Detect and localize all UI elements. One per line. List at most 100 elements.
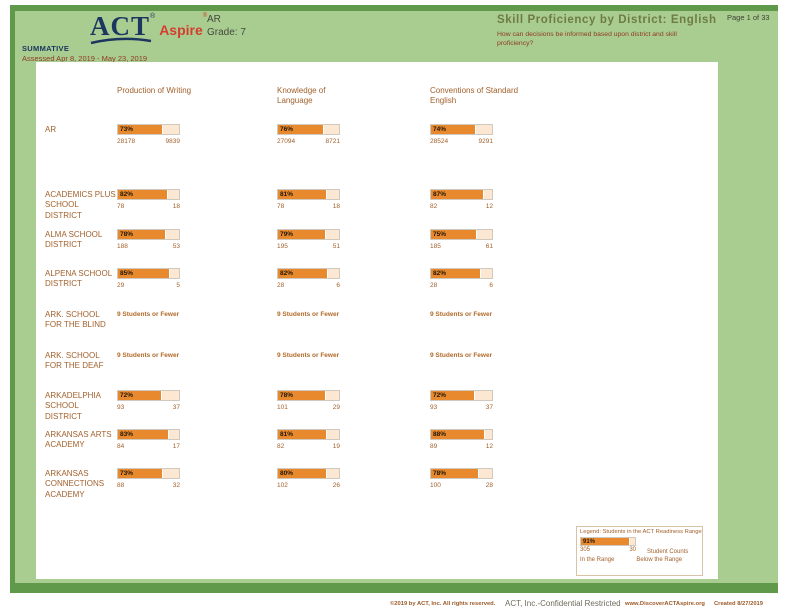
legend-range-labels: In the Range Below the Range	[580, 557, 699, 563]
legend-in-range-label: In the Range	[580, 557, 615, 563]
proficiency-bar-fill	[278, 269, 329, 278]
proficiency-bar-fill	[431, 269, 482, 278]
student-counts-row: 28 6	[277, 282, 340, 289]
student-counts-row: 82 12	[430, 203, 493, 210]
proficiency-bar-fill	[431, 430, 485, 439]
proficiency-bar-fill	[278, 391, 326, 400]
proficiency-bar: 82%	[277, 268, 340, 279]
student-counts-row: 82 19	[277, 443, 340, 450]
in-range-count: 78	[277, 203, 285, 210]
district-row: ARKANSAS ARTS ACADEMY 83% 84 17 81% 82 19 88% 89…	[45, 429, 695, 475]
percent-label: 88%	[433, 431, 447, 438]
aspire-logo-text: Aspire	[159, 22, 203, 38]
below-range-count: 18	[172, 203, 180, 210]
proficiency-bar: 78%	[430, 468, 493, 479]
district-name: ARK. SCHOOL FOR THE BLIND	[45, 310, 106, 330]
skill-cell: 72% 93 37	[430, 390, 493, 411]
student-counts-row: 93 37	[430, 404, 493, 411]
act-aspire-logo: ACT®Aspire®	[90, 13, 250, 53]
percent-label: 76%	[280, 126, 294, 133]
act-logo-text: ACT	[90, 11, 151, 41]
proficiency-bar: 72%	[430, 390, 493, 401]
below-range-count: 28	[485, 482, 493, 489]
skill-cell: 78% 101 29	[277, 390, 340, 411]
student-counts-row: 93 37	[117, 404, 180, 411]
proficiency-bar-fill	[118, 125, 163, 134]
district-row: AR 73% 28178 9839 76% 27094 8721 74% 28524 9291	[45, 124, 695, 170]
in-range-count: 28	[430, 282, 438, 289]
skill-cell: 83% 84 17	[117, 429, 180, 450]
footer-created-date: Created 8/27/2019	[714, 601, 763, 607]
in-range-count: 195	[277, 243, 288, 250]
proficiency-bar: 72%	[117, 390, 180, 401]
below-range-count: 29	[332, 404, 340, 411]
student-counts-row: 27094 8721	[277, 138, 340, 145]
district-name: ALPENA SCHOOL DISTRICT	[45, 269, 112, 289]
student-counts-row: 195 51	[277, 243, 340, 250]
proficiency-bar-fill	[278, 469, 327, 478]
student-counts-row: 29 5	[117, 282, 180, 289]
in-range-count: 82	[430, 203, 438, 210]
district-name: ARKANSAS CONNECTIONS ACADEMY	[45, 469, 105, 499]
district-name: ARKANSAS ARTS ACADEMY	[45, 430, 112, 450]
skill-cell: 81% 82 19	[277, 429, 340, 450]
proficiency-bar-fill	[118, 391, 162, 400]
below-range-count: 51	[332, 243, 340, 250]
below-range-count: 8721	[325, 138, 340, 145]
proficiency-bar-fill	[118, 230, 166, 239]
student-counts-row: 102 26	[277, 482, 340, 489]
skill-cell: 82% 78 18	[117, 189, 180, 210]
in-range-count: 185	[430, 243, 441, 250]
proficiency-bar-fill	[118, 469, 163, 478]
below-range-count: 6	[489, 282, 493, 289]
column-header-conventions-of-standard-english: Conventions of Standard English	[430, 86, 519, 106]
student-counts-row: 185 61	[430, 243, 493, 250]
proficiency-bar-fill	[431, 190, 485, 199]
percent-label: 73%	[120, 470, 134, 477]
below-range-count: 18	[332, 203, 340, 210]
in-range-count: 29	[117, 282, 125, 289]
legend-below-range-label: Below the Range	[636, 557, 683, 563]
skill-cell: 88% 89 12	[430, 429, 493, 450]
proficiency-bar-fill	[431, 230, 477, 239]
district-row: ARKANSAS CONNECTIONS ACADEMY 73% 88 32 80% 10…	[45, 468, 695, 514]
below-range-count: 37	[485, 404, 493, 411]
in-range-count: 93	[430, 404, 438, 411]
suppressed-data-note: 9 Students or Fewer	[430, 311, 493, 318]
proficiency-bar-fill	[278, 125, 325, 134]
in-range-count: 84	[117, 443, 125, 450]
registered-mark-icon: ®	[150, 13, 156, 20]
skill-cell: 74% 28524 9291	[430, 124, 493, 145]
in-range-count: 93	[117, 404, 125, 411]
student-counts-row: 28 6	[430, 282, 493, 289]
skill-cell: 81% 78 18	[277, 189, 340, 210]
skill-cell: 73% 88 32	[117, 468, 180, 489]
below-range-count: 53	[172, 243, 180, 250]
percent-label: 85%	[120, 270, 134, 277]
proficiency-bar: 73%	[117, 124, 180, 135]
in-range-count: 88	[117, 482, 125, 489]
in-range-count: 82	[277, 443, 285, 450]
proficiency-bar-fill	[278, 190, 328, 199]
skill-cell: 73% 28178 9839	[117, 124, 180, 145]
below-range-count: 12	[485, 203, 493, 210]
skill-cell: 82% 28 6	[277, 268, 340, 289]
in-range-count: 89	[430, 443, 438, 450]
footer-confidential: ACT, Inc.-Confidential Restricted	[505, 599, 621, 608]
student-counts-row: 188 53	[117, 243, 180, 250]
below-range-count: 26	[332, 482, 340, 489]
student-counts-row: 84 17	[117, 443, 180, 450]
percent-label: 78%	[433, 470, 447, 477]
proficiency-bar-fill	[278, 230, 327, 239]
below-range-count: 12	[485, 443, 493, 450]
percent-label: 83%	[120, 431, 134, 438]
skill-cell: 82% 28 6	[430, 268, 493, 289]
skill-cell: 78% 188 53	[117, 229, 180, 250]
suppressed-data-note: 9 Students or Fewer	[277, 352, 340, 359]
district-name: ALMA SCHOOL DISTRICT	[45, 230, 103, 250]
student-counts-row: 88 32	[117, 482, 180, 489]
legend-in-range-count: 305	[580, 547, 591, 553]
suppressed-data-note: 9 Students or Fewer	[277, 311, 340, 318]
registered-mark-icon: ®	[202, 13, 208, 19]
below-range-count: 9291	[478, 138, 493, 145]
